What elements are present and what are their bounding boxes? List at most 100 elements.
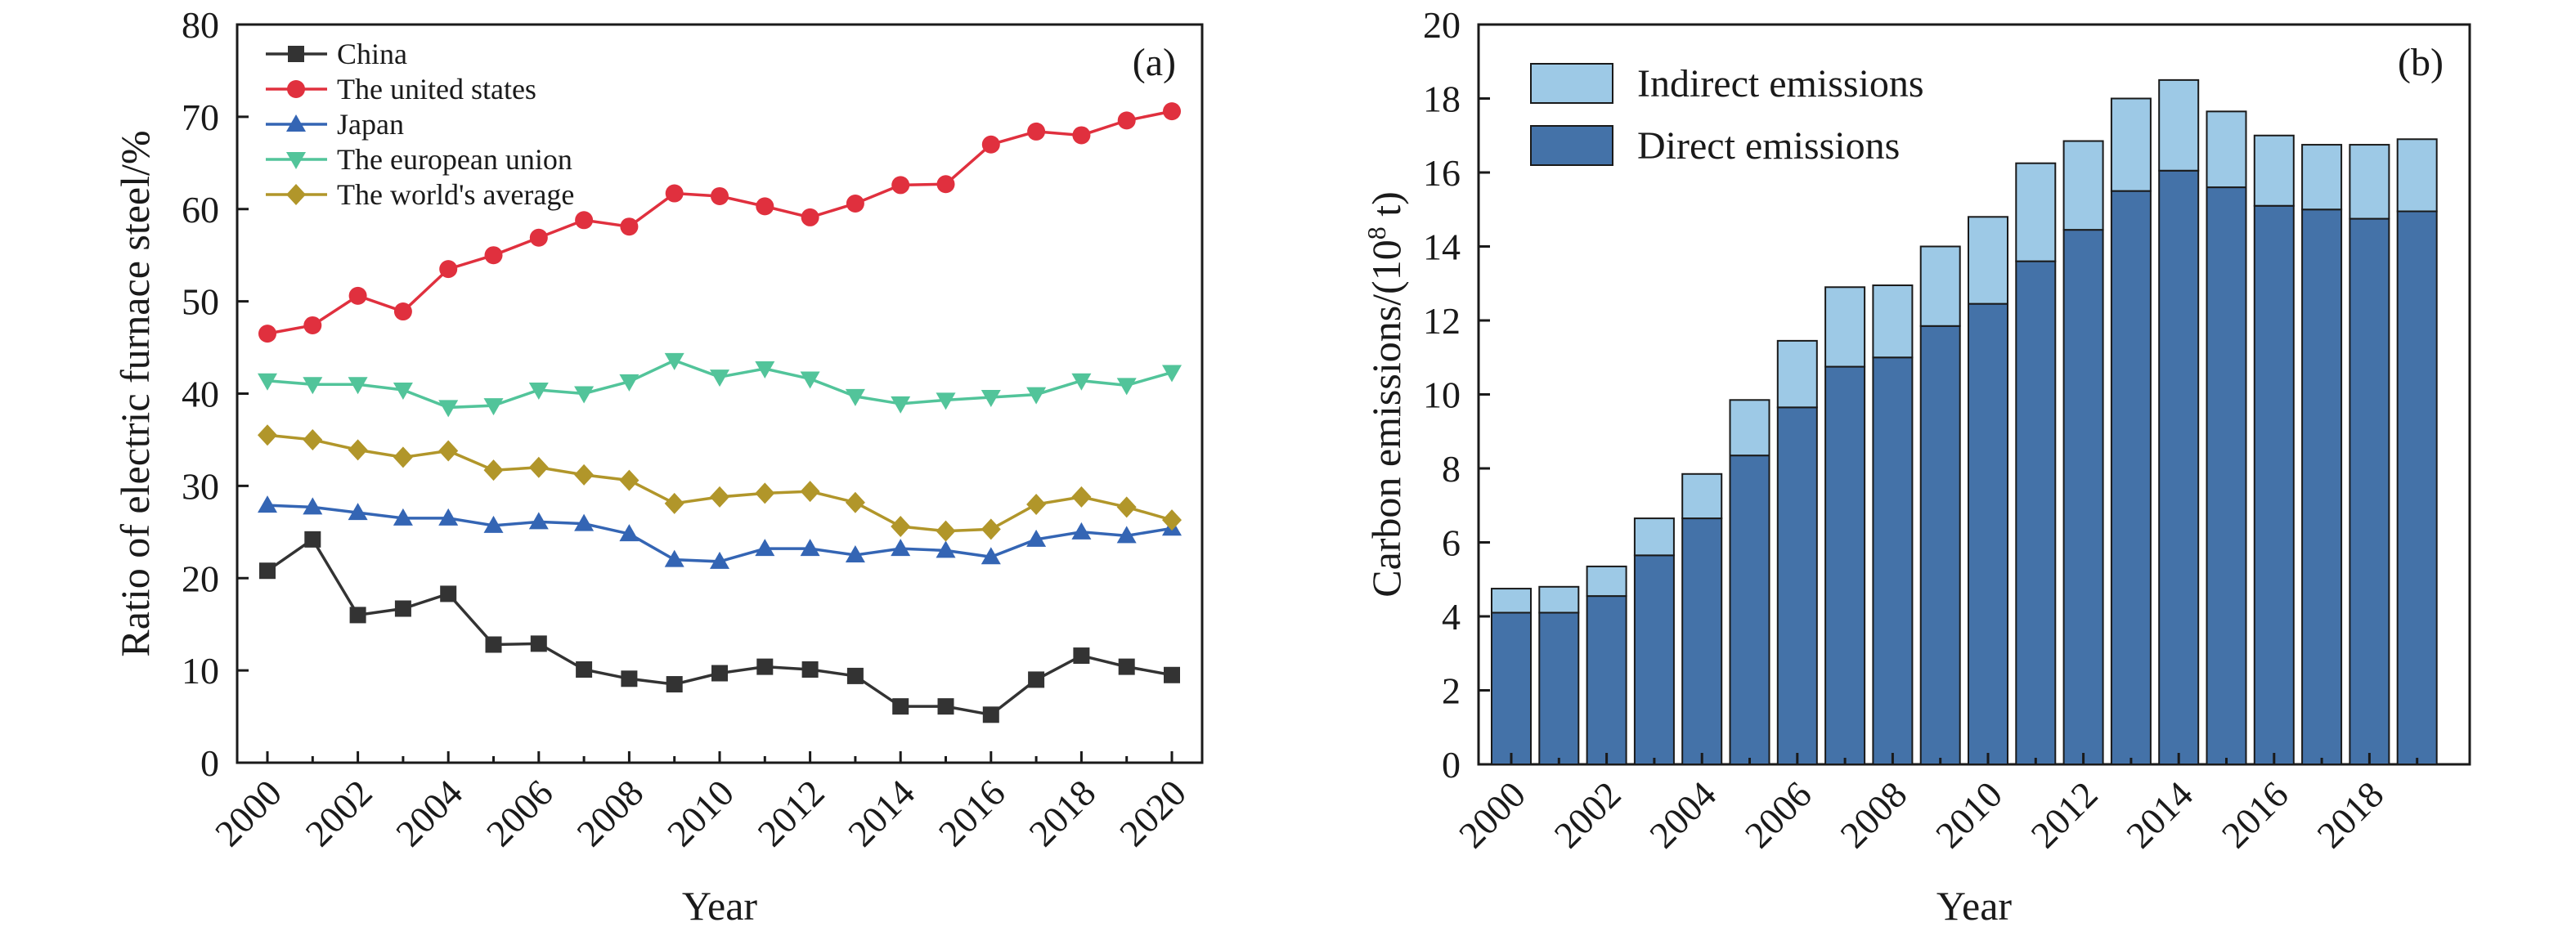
x-tick-label: 2014 xyxy=(840,772,922,854)
data-point xyxy=(304,531,321,548)
series-2 xyxy=(258,495,1182,569)
bar-direct xyxy=(1538,611,1580,765)
y-tick-label: 0 xyxy=(200,742,219,784)
data-point xyxy=(982,706,999,723)
y-tick-label: 18 xyxy=(1423,78,1461,120)
bar-indirect xyxy=(1872,284,1914,359)
x-tick-label: 2018 xyxy=(1021,772,1103,854)
legend-marker xyxy=(286,152,306,169)
bar-direct xyxy=(1776,406,1818,765)
legend-marker xyxy=(286,114,306,132)
data-point xyxy=(800,481,820,503)
data-point xyxy=(665,184,684,203)
y-tick-label: 2 xyxy=(1442,670,1461,712)
data-point xyxy=(891,176,910,195)
series-3 xyxy=(258,352,1182,418)
bar-direct xyxy=(1729,455,1770,765)
bar-direct xyxy=(1968,302,2008,765)
data-point xyxy=(576,661,593,678)
x-tick-label: 2016 xyxy=(2214,773,2296,856)
x-tick-label: 2012 xyxy=(750,772,832,854)
legend-swatch xyxy=(1530,125,1613,166)
y-tick-label: 4 xyxy=(1442,596,1461,638)
data-point xyxy=(981,135,1000,154)
legend-label: Indirect emissions xyxy=(1637,62,1924,105)
y-axis-title-superscript: 8 xyxy=(1362,226,1391,240)
bar-direct xyxy=(2110,190,2152,765)
data-point xyxy=(438,400,459,418)
data-point xyxy=(485,636,502,653)
bars xyxy=(1491,78,2438,766)
data-point xyxy=(1071,486,1092,508)
data-point xyxy=(393,446,413,468)
bar-indirect xyxy=(2015,162,2057,262)
x-tick-label: 2010 xyxy=(1928,773,2010,856)
data-point xyxy=(710,369,729,387)
data-point xyxy=(393,302,412,321)
series-1 xyxy=(258,102,1181,343)
legend-label: China xyxy=(337,38,407,70)
series-0 xyxy=(259,531,1180,723)
data-point xyxy=(348,439,368,461)
y-axis-title-main: Carbon emissions/(10 xyxy=(1363,240,1409,597)
x-tick-label: 2006 xyxy=(1737,773,1820,856)
bar-indirect xyxy=(1681,472,1723,520)
x-axis-title: Year xyxy=(682,883,757,929)
data-point xyxy=(258,373,277,391)
y-tick-label: 20 xyxy=(182,558,219,599)
data-point xyxy=(483,515,504,533)
data-point xyxy=(439,260,458,279)
bar-indirect xyxy=(1919,245,1961,327)
data-point xyxy=(891,516,911,538)
y-axis-title: Ratio of electric furnace steel/% xyxy=(112,130,158,656)
data-point xyxy=(756,658,774,675)
data-point xyxy=(845,388,865,406)
bar-indirect xyxy=(2158,78,2200,172)
x-tick-label: 2008 xyxy=(1832,773,1914,856)
data-point xyxy=(574,513,595,531)
data-point xyxy=(575,211,594,230)
data-point xyxy=(1027,122,1046,141)
bar-direct xyxy=(2301,208,2343,765)
data-point xyxy=(574,464,595,486)
data-point xyxy=(1116,496,1137,518)
bar-indirect xyxy=(1633,517,1675,557)
y-tick-label: 40 xyxy=(182,374,219,415)
data-point xyxy=(438,508,459,526)
y-tick-label: 14 xyxy=(1423,226,1461,268)
x-axis-title: Year xyxy=(1936,883,2012,929)
bar-indirect xyxy=(2253,134,2295,207)
data-point xyxy=(800,539,820,557)
bar-direct xyxy=(1681,517,1723,766)
y-tick-label: 60 xyxy=(182,189,219,231)
data-point xyxy=(259,562,276,580)
legend-label: Direct emissions xyxy=(1637,124,1900,168)
data-point xyxy=(891,396,911,414)
data-point xyxy=(666,676,683,693)
data-point xyxy=(1026,529,1047,547)
data-point xyxy=(483,459,504,481)
data-point xyxy=(303,428,323,450)
y-tick-label: 12 xyxy=(1423,300,1461,342)
y-axis-title-unit: t) xyxy=(1363,191,1409,226)
x-tick-label: 2002 xyxy=(298,772,380,854)
data-point xyxy=(619,524,640,542)
bar-direct xyxy=(2015,260,2057,766)
x-tick-label: 2000 xyxy=(1451,773,1533,856)
bar-indirect xyxy=(1729,399,1770,457)
data-point xyxy=(755,539,775,557)
data-point xyxy=(619,469,640,491)
legend-label: The united states xyxy=(337,73,536,105)
data-point xyxy=(845,545,865,563)
y-tick-label: 20 xyxy=(1423,4,1461,46)
x-tick-label: 2018 xyxy=(2309,773,2391,856)
data-point xyxy=(528,456,549,478)
data-point xyxy=(528,382,549,400)
panel-label: (a) xyxy=(1133,41,1176,84)
data-point xyxy=(664,549,684,567)
data-point xyxy=(258,424,277,446)
bar-indirect xyxy=(1968,216,2008,305)
data-point xyxy=(1028,671,1045,688)
